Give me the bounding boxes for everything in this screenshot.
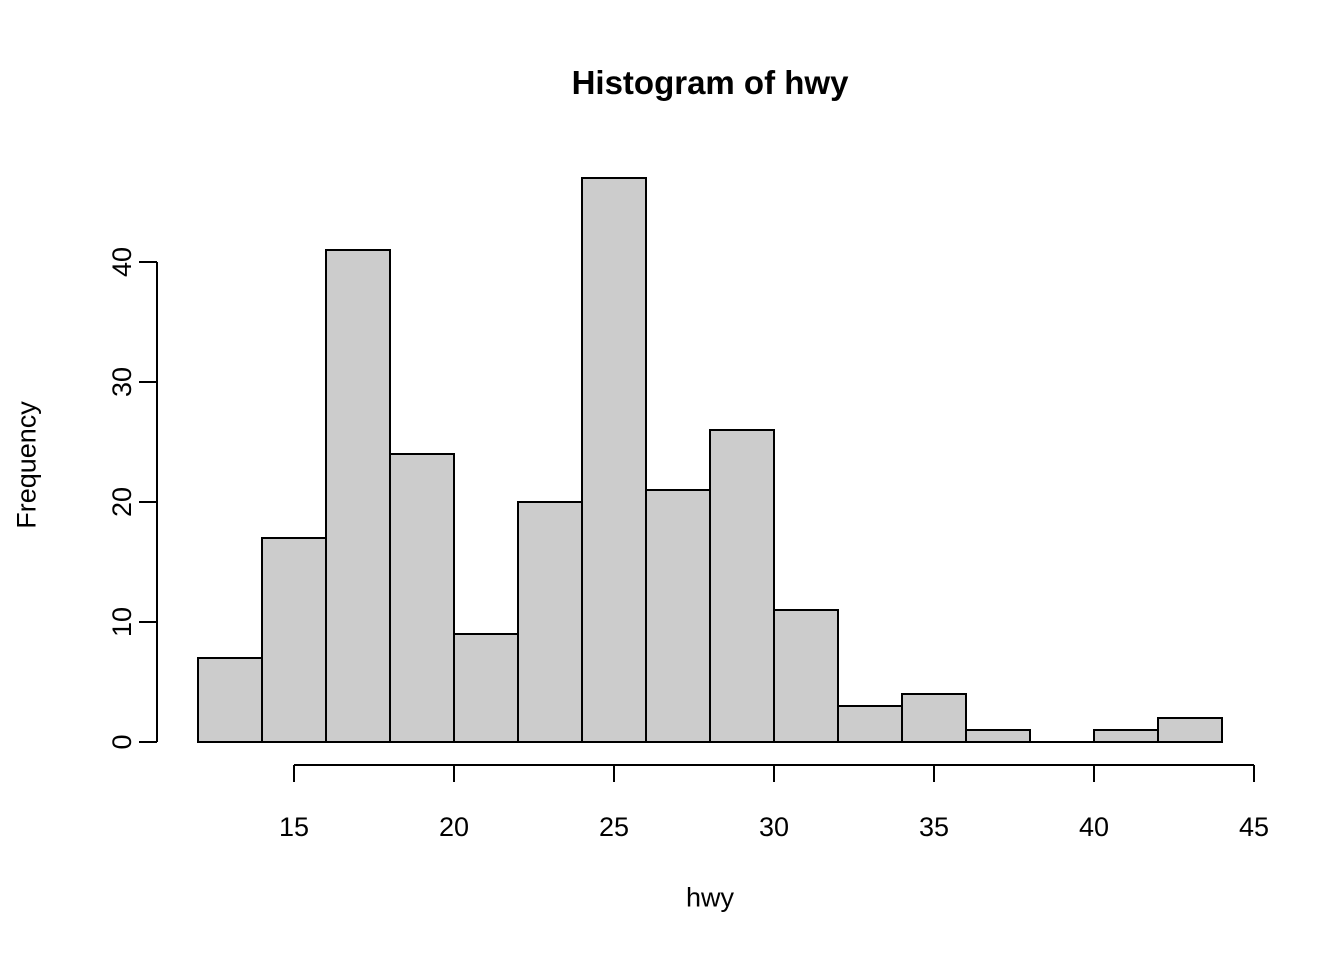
x-axis-label: hwy [685, 882, 735, 913]
x-tick-label: 30 [759, 812, 789, 842]
histogram-bar [389, 453, 455, 743]
x-tick-label: 40 [1079, 812, 1109, 842]
histogram-bar [325, 249, 391, 743]
histogram-bar [965, 729, 1031, 743]
histogram-bar [773, 609, 839, 743]
histogram-bar [197, 657, 263, 743]
histogram-bar [837, 705, 903, 743]
x-tick-label: 20 [439, 812, 469, 842]
histogram-bar [453, 633, 519, 743]
histogram-bar [1093, 729, 1159, 743]
y-tick-label: 10 [107, 607, 137, 637]
histogram-bar [261, 537, 327, 743]
histogram-bar [517, 501, 583, 743]
histogram-bar [581, 177, 647, 743]
x-tick-label: 35 [919, 812, 949, 842]
y-tick-label: 20 [107, 487, 137, 517]
x-tick-label: 15 [279, 812, 309, 842]
histogram-bar [709, 429, 775, 743]
chart-title: Histogram of hwy [571, 64, 849, 101]
histogram-bar [901, 693, 967, 743]
y-tick-label: 0 [107, 734, 137, 749]
y-tick-label: 40 [107, 247, 137, 277]
x-tick-label: 45 [1239, 812, 1269, 842]
histogram-bar [1157, 717, 1223, 743]
y-tick-label: 30 [107, 367, 137, 397]
histogram-bar [645, 489, 711, 743]
x-tick-label: 25 [599, 812, 629, 842]
